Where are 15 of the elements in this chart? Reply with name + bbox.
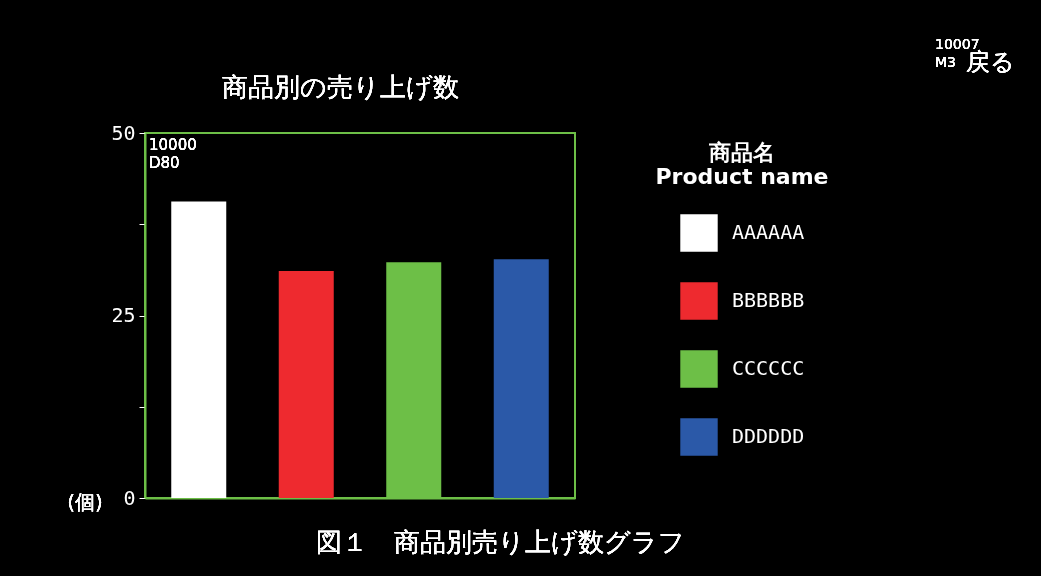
annotation: 10000 (149, 136, 197, 154)
legend-label: AAAAAA (732, 220, 805, 244)
chart-title: 商品別の売り上げ数 (221, 72, 459, 102)
text: 戻る (965, 48, 1015, 76)
y-axis-title: (個) (67, 490, 103, 514)
legend-label: DDDDDD (732, 424, 805, 448)
legend-label: CCCCCC (732, 356, 805, 380)
legend-label: BBBBBB (732, 288, 805, 312)
y-tick-label: 50 (111, 120, 136, 145)
y-tick-label: 0 (123, 485, 136, 510)
y-tick-label: 25 (111, 303, 136, 327)
annotation: D80 (149, 154, 180, 172)
legend-title: 商品名 Product name (655, 140, 829, 189)
caption: 図１ 商品別売り上げ数グラフ (315, 527, 685, 557)
text: M3 (935, 54, 956, 70)
